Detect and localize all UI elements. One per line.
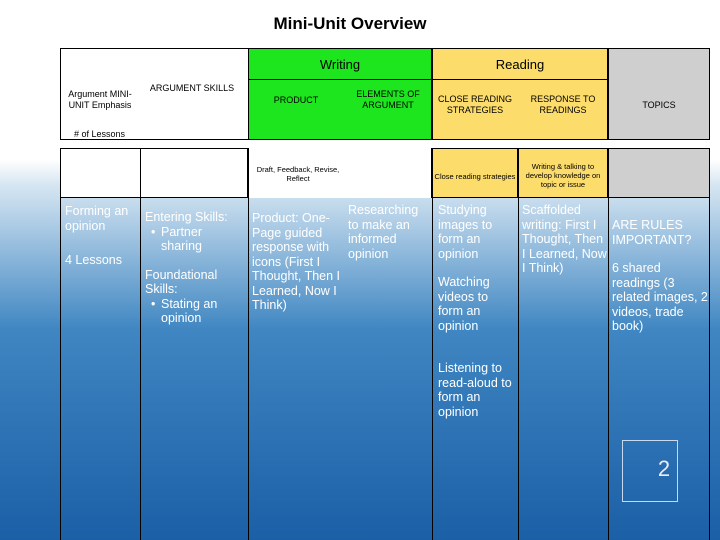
divider-line [709,198,710,540]
reading-label: Reading [495,56,545,72]
reading-header: Reading [432,48,608,80]
entering-skills-label: Entering Skills: [145,210,228,224]
list-item: Stating an opinion [151,297,245,326]
product-header: PRODUCT [273,94,319,105]
subheader-topics [608,148,710,198]
emphasis-cell: Forming an opinion 4 Lessons [65,204,137,268]
divider-line [432,198,433,540]
page-number-frame [622,440,678,502]
elements-cell: Researching to make an informed opinion [348,203,419,261]
skills-cell: Entering Skills: Partner sharing Foundat… [145,210,245,326]
close-reading-subheader: Close reading strategies [434,171,516,181]
subheader-close [432,148,518,198]
strategy-item: Listening to read-aloud to form an opini… [438,361,512,419]
foundational-skills-list: Stating an opinion [145,297,245,326]
divider-line [140,198,141,540]
strategy-item: Studying images to form an opinion [438,203,493,261]
close-reading-header: CLOSE READING STRATEGIES [437,94,513,115]
divider-line [248,198,249,540]
topics-header: TOPICS [642,99,676,110]
subheader-divider [140,148,141,198]
lessons-count: 4 Lessons [65,253,122,267]
subheader-writing [248,148,432,198]
divider-line [60,198,61,540]
topics-detail: 6 shared readings (3 related images, 2 v… [612,261,708,333]
divider-line [608,198,609,540]
list-item: Partner sharing [151,225,245,254]
divider-line [518,198,519,540]
reading-subheader [432,80,608,140]
lessons-band [60,124,710,140]
topics-header-cell [608,48,710,140]
strategies-cell: Studying images to form an opinion Watch… [438,203,514,419]
page-title: Mini-Unit Overview [273,14,427,33]
writing-header: Writing [248,48,432,80]
product-cell: Product: One-Page guided response with i… [252,211,341,312]
argument-emphasis-header: Argument MINI-UNIT Emphasis [68,89,132,110]
topics-cell: ARE RULES IMPORTANT? 6 shared readings (… [612,218,708,334]
argument-skills-header: ARGUMENT SKILLS [149,82,235,93]
response-subheader: Writing & talking to develop knowledge o… [525,161,601,189]
writing-subheader [248,80,432,140]
foundational-skills-label: Foundational Skills: [145,267,218,297]
product-subheader: Draft, Feedback, Revise, Reflect [256,165,340,183]
topics-title: ARE RULES IMPORTANT? [612,218,692,247]
response-cell: Scaffolded writing: First I Thought, The… [522,203,607,275]
response-header: RESPONSE TO READINGS [530,94,596,115]
page-number: 2 [657,456,671,481]
subheader-left [60,148,248,198]
strategy-item: Watching videos to form an opinion [438,275,490,333]
entering-skills-list: Partner sharing [145,225,245,254]
lessons-label: # of Lessons [74,129,126,139]
writing-label: Writing [319,56,361,72]
elements-header: ELEMENTS OF ARGUMENT [356,89,420,110]
subheader-response [518,148,608,198]
emphasis-text: Forming an opinion [65,204,129,233]
